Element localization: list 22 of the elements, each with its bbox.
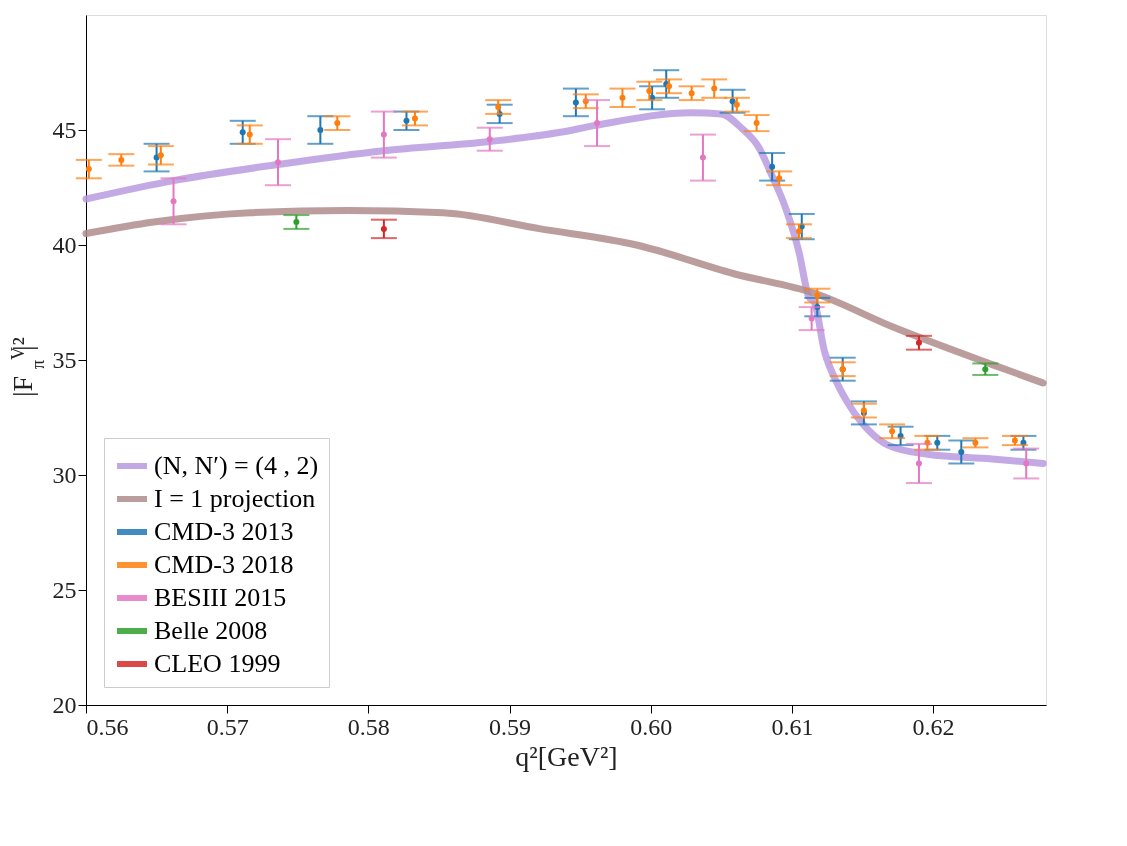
x-tick-label: 0.57	[206, 713, 249, 740]
x-tick-label: 0.58	[347, 713, 390, 740]
y-tick-label: 30	[52, 461, 77, 488]
y-tick-label: 40	[52, 231, 77, 258]
legend-label: Belle 2008	[154, 616, 268, 645]
legend-label: CLEO 1999	[154, 649, 281, 678]
x-tick-label: 0.59	[489, 713, 532, 740]
legend-label: (N, N′) = (4 , 2)	[154, 451, 319, 480]
y-tick-label: 45	[52, 116, 77, 143]
x-tick-label: 0.56	[86, 713, 129, 740]
y-tick-label: 35	[52, 346, 77, 373]
y-tick-label: 20	[52, 691, 77, 718]
legend-label: I = 1 projection	[154, 484, 316, 513]
x-tick-label: 0.60	[630, 713, 673, 740]
legend-label: CMD-3 2018	[154, 550, 294, 579]
y-axis-title: |FπV|²	[7, 337, 48, 397]
x-axis-title: q²[GeV²]	[515, 740, 618, 772]
x-tick-label: 0.62	[912, 713, 955, 740]
legend-label: CMD-3 2013	[154, 517, 294, 546]
y-tick-label: 25	[52, 576, 77, 603]
legend-label: BESIII 2015	[154, 583, 287, 612]
x-tick-label: 0.61	[771, 713, 814, 740]
